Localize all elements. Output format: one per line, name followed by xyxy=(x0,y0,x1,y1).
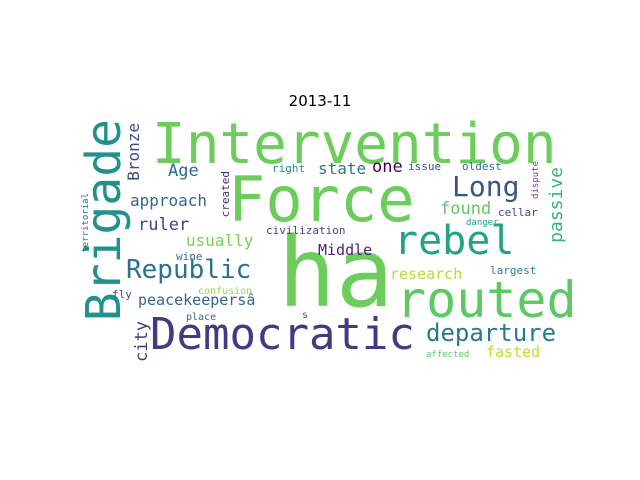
word-cloud: Intervention Force ha Brigade rebel rout… xyxy=(76,112,577,362)
word-wine: wine xyxy=(176,250,203,263)
word-rebel: rebel xyxy=(394,218,515,264)
word-oldest: oldest xyxy=(462,160,502,173)
word-fasted: fasted xyxy=(486,343,541,361)
word-intervention: Intervention xyxy=(152,112,557,177)
word-force: Force xyxy=(228,163,415,236)
word-ha: ha xyxy=(278,217,394,329)
word-bronze: Bronze xyxy=(124,123,143,181)
word-right: right xyxy=(272,162,306,175)
word-civilization: civilization xyxy=(266,224,346,237)
word-found: found xyxy=(440,199,492,219)
word-dispute: dispute xyxy=(531,161,541,199)
word-created: created xyxy=(219,171,232,218)
chart-title: 2013-11 xyxy=(288,92,352,110)
word-approach: approach xyxy=(130,191,208,210)
word-danger: danger xyxy=(466,218,499,228)
word-issue: issue xyxy=(408,160,442,173)
word-research: research xyxy=(390,265,463,283)
word-middle: Middle xyxy=(318,241,373,259)
word-city: city xyxy=(132,321,152,362)
word-republic: Republic xyxy=(126,255,252,285)
word-place: place xyxy=(186,312,217,323)
word-departure: departure xyxy=(426,319,557,347)
word-cellar: cellar xyxy=(498,206,538,219)
word-democratic: Democratic xyxy=(150,309,415,360)
word-fly: fly xyxy=(112,288,132,301)
word-peacekeepers: peacekeepersâ xyxy=(138,291,256,309)
word-largest: largest xyxy=(490,264,537,277)
word-usually: usually xyxy=(186,231,254,250)
word-confusion: confusion xyxy=(198,286,253,297)
word-affected: affected xyxy=(426,350,470,360)
word-one: one xyxy=(372,157,403,177)
word-routed: routed xyxy=(396,271,577,329)
word-state: state xyxy=(318,159,367,178)
word-s: s xyxy=(302,310,309,321)
word-long: Long xyxy=(452,170,520,203)
word-age: Age xyxy=(168,161,199,181)
word-territorial: territorial xyxy=(81,193,91,253)
word-ruler: ruler xyxy=(138,215,190,235)
word-passive: passive xyxy=(546,167,567,243)
